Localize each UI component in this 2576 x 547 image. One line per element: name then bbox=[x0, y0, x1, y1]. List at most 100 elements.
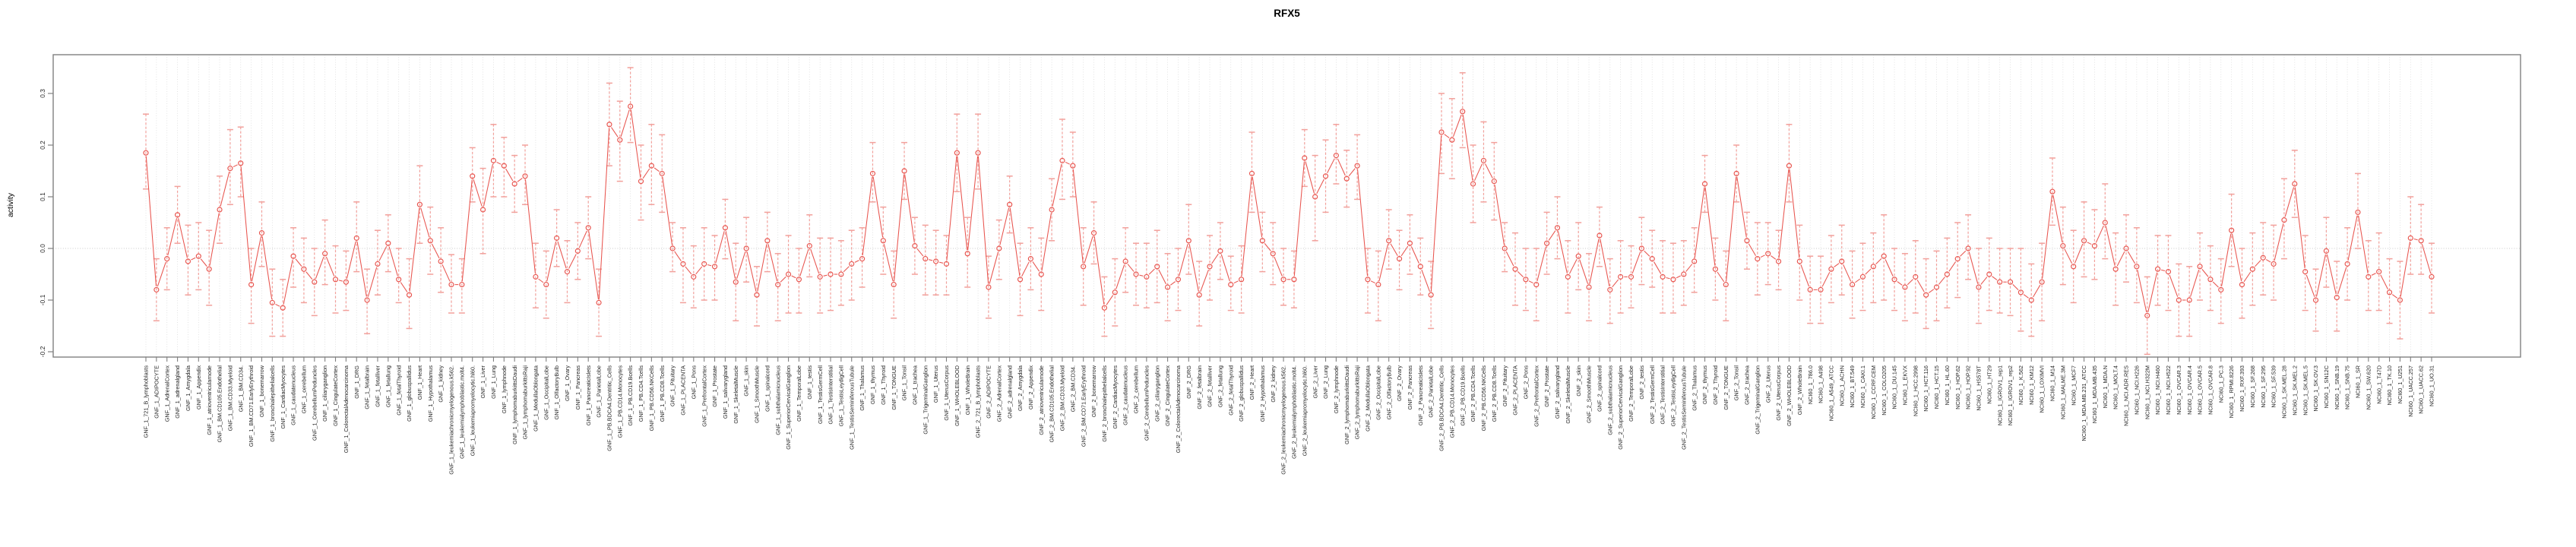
data-point bbox=[1302, 155, 1308, 161]
data-point bbox=[764, 238, 771, 244]
series-segment bbox=[378, 246, 388, 261]
data-point bbox=[933, 258, 939, 264]
series-segment bbox=[2265, 259, 2271, 263]
data-point bbox=[2091, 243, 2097, 249]
data-point bbox=[2197, 264, 2203, 270]
series-segment bbox=[496, 161, 502, 165]
data-point bbox=[2376, 269, 2382, 275]
data-point bbox=[1712, 266, 1718, 272]
x-tick-label: GNF_1_MedullaOblongata bbox=[532, 365, 539, 432]
data-point bbox=[2281, 217, 2287, 223]
x-tick-label: GNF_1_TestisLeydigCell bbox=[837, 365, 844, 427]
data-point bbox=[1997, 279, 2003, 285]
series-segment bbox=[1854, 278, 1861, 283]
series-segment bbox=[1778, 169, 1790, 258]
series-segment bbox=[538, 278, 544, 283]
series-segment bbox=[2042, 194, 2052, 279]
x-tick-label: GNF_1_SmoothMuscle bbox=[754, 365, 761, 423]
series-segment bbox=[1337, 158, 1346, 176]
x-tick-label: GNF_1_Liver bbox=[479, 365, 486, 398]
series-segment bbox=[2023, 294, 2029, 299]
x-tick-label: GNF_2_Pons bbox=[1522, 365, 1529, 400]
series-segment bbox=[1188, 244, 1199, 292]
data-point bbox=[195, 253, 201, 259]
x-tick-label: GNF_2_subthalamicnucleus bbox=[1606, 365, 1613, 435]
x-tick-label: GNF_2_Ovary bbox=[1396, 365, 1403, 401]
x-tick-label: GNF_2_fetalThyroid bbox=[1227, 365, 1234, 416]
data-point bbox=[480, 207, 486, 213]
series-segment bbox=[2169, 274, 2179, 297]
data-point bbox=[2112, 266, 2119, 272]
x-tick-label: GNF_2_globuspallidus bbox=[1238, 365, 1245, 422]
series-segment bbox=[1211, 253, 1219, 264]
x-tick-label: NCI60_1_SW.620 bbox=[2365, 365, 2372, 409]
series-segment bbox=[1968, 251, 1979, 284]
data-point bbox=[332, 277, 339, 283]
series-segment bbox=[1726, 176, 1737, 282]
data-point bbox=[1544, 240, 1550, 246]
data-point bbox=[2060, 243, 2066, 249]
x-tick-label: GNF_1_Appendix bbox=[195, 365, 202, 409]
data-point bbox=[1723, 282, 1729, 288]
series-segment bbox=[1916, 280, 1925, 292]
x-tick-label: NCI60_1_OVCAR.4 bbox=[2186, 365, 2193, 415]
x-tick-label: GNF_2_BM.CD71.EarlyErythroid bbox=[1080, 365, 1087, 447]
series-segment bbox=[736, 251, 746, 279]
series-segment bbox=[1158, 269, 1166, 285]
x-tick-label: NCI60_1_KM12 bbox=[2028, 365, 2035, 405]
series-segment bbox=[1929, 289, 1935, 293]
series-segment bbox=[2064, 248, 2073, 264]
data-point bbox=[1007, 201, 1013, 207]
data-point bbox=[312, 279, 318, 285]
series-segment bbox=[2347, 215, 2358, 261]
x-tick-label: NCI60_1_HCC.2998 bbox=[1912, 365, 1919, 416]
x-tick-label: NCI60_1_IGROV1_rep2 bbox=[2007, 365, 2014, 425]
series-segment bbox=[1717, 271, 1725, 283]
series-segment bbox=[2127, 251, 2136, 264]
x-tick-label: GNF_1_PB.CD14.Monocytes bbox=[616, 365, 623, 438]
data-point bbox=[2344, 261, 2350, 267]
series-segment bbox=[611, 127, 619, 138]
series-segment bbox=[1032, 261, 1040, 272]
data-point bbox=[2260, 255, 2266, 261]
series-segment bbox=[1948, 261, 1957, 272]
x-tick-label: NCI60_1_786.0 bbox=[1807, 365, 1814, 404]
x-tick-label: NCI60_1_SF.539 bbox=[2271, 365, 2277, 408]
series-segment bbox=[157, 261, 166, 287]
x-tick-label: GNF_1_skin bbox=[743, 365, 750, 397]
data-point bbox=[206, 266, 212, 272]
x-tick-label: GNF_2_OccipitalLobe bbox=[1375, 365, 1381, 420]
data-point bbox=[1112, 289, 1118, 296]
x-tick-label: NCI60_1_SNB.75 bbox=[2344, 365, 2351, 409]
series-segment bbox=[209, 213, 220, 266]
series-segment bbox=[524, 179, 536, 274]
series-segment bbox=[1444, 134, 1450, 138]
x-tick-label: GNF_1_OccipitalLobe bbox=[543, 365, 549, 420]
data-point bbox=[153, 286, 160, 292]
series-segment bbox=[2337, 267, 2347, 295]
x-tick-label: GNF_2_Prostate bbox=[1543, 365, 1550, 407]
plot-border bbox=[52, 54, 2521, 358]
x-tick-label: NCI60_1_NCI.H522 bbox=[2165, 365, 2172, 415]
data-point bbox=[269, 299, 275, 305]
data-point bbox=[2071, 264, 2077, 270]
series-segment bbox=[707, 264, 712, 267]
x-tick-label: GNF_1_PancreaticIslets bbox=[585, 365, 592, 425]
series-segment bbox=[1704, 187, 1716, 266]
series-segment bbox=[989, 251, 999, 284]
series-segment bbox=[431, 243, 440, 259]
series-segment bbox=[2421, 244, 2432, 274]
x-tick-label: GNF_2_SkeletalMuscle bbox=[1565, 365, 1571, 424]
series-segment bbox=[883, 244, 894, 282]
data-point bbox=[1638, 245, 1644, 251]
series-segment bbox=[1517, 271, 1524, 277]
series-segment bbox=[2095, 225, 2104, 243]
data-point bbox=[922, 256, 929, 262]
data-point bbox=[1733, 170, 1739, 176]
data-point bbox=[1196, 292, 1202, 298]
series-segment bbox=[2274, 223, 2284, 261]
data-point bbox=[880, 238, 886, 244]
series-segment bbox=[854, 260, 859, 263]
data-point bbox=[2407, 235, 2413, 241]
x-tick-label: GNF_1_BM.CD34. bbox=[237, 365, 244, 412]
